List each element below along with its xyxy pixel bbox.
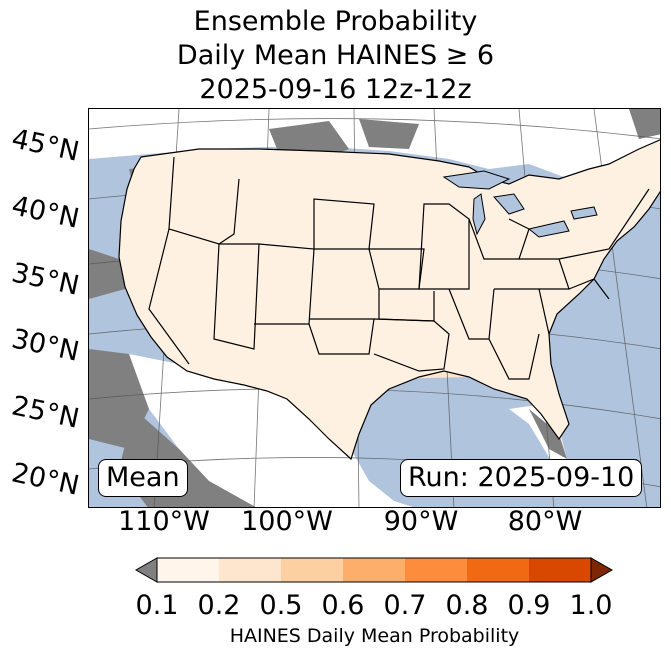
mean-label-box: Mean bbox=[98, 459, 188, 497]
colorbar-tick: 0.1 bbox=[135, 590, 179, 621]
map-panel bbox=[88, 108, 661, 508]
colorbar-segment bbox=[157, 558, 219, 582]
state-borders bbox=[118, 138, 660, 460]
colorbar-segment bbox=[467, 558, 529, 582]
colorbar-under-triangle bbox=[134, 557, 158, 583]
colorbar-tick: 0.6 bbox=[321, 590, 365, 621]
colorbar-tick: 0.5 bbox=[259, 590, 303, 621]
lat-label-25: 25°N bbox=[8, 390, 82, 435]
lon-label-110: 110°W bbox=[118, 506, 210, 537]
mexico-land bbox=[129, 354, 413, 507]
colorbar bbox=[134, 557, 614, 583]
lat-label-40: 40°N bbox=[8, 190, 82, 235]
colorbar-segment bbox=[529, 558, 591, 582]
lat-label-30: 30°N bbox=[8, 323, 82, 368]
chart-title-line2: Daily Mean HAINES ≥ 6 bbox=[176, 40, 495, 71]
probability-map bbox=[89, 109, 660, 507]
run-date-box: Run: 2025-09-10 bbox=[400, 459, 643, 497]
chart-title-line3: 2025-09-16 12z-12z bbox=[199, 74, 472, 105]
colorbar-segment bbox=[281, 558, 343, 582]
colorbar-segment bbox=[343, 558, 405, 582]
colorbar-tick: 0.9 bbox=[507, 590, 551, 621]
lon-label-100: 100°W bbox=[241, 506, 333, 537]
chart-title-line1: Ensemble Probability bbox=[193, 6, 478, 37]
lat-label-35: 35°N bbox=[8, 257, 82, 302]
colorbar-outline bbox=[156, 557, 592, 583]
lon-label-90: 90°W bbox=[383, 506, 459, 537]
lon-label-80: 80°W bbox=[507, 506, 583, 537]
lat-label-45: 45°N bbox=[8, 123, 82, 168]
colorbar-over-triangle bbox=[590, 557, 614, 583]
colorbar-label: HAINES Daily Mean Probability bbox=[229, 625, 520, 647]
lat-label-20: 20°N bbox=[8, 457, 82, 502]
colorbar-segment bbox=[405, 558, 467, 582]
colorbar-tick: 0.7 bbox=[383, 590, 427, 621]
colorbar-tick: 0.2 bbox=[197, 590, 241, 621]
colorbar-tick: 1.0 bbox=[569, 590, 613, 621]
great-lakes bbox=[442, 170, 598, 238]
colorbar-segment bbox=[219, 558, 281, 582]
colorbar-tick: 0.8 bbox=[445, 590, 489, 621]
